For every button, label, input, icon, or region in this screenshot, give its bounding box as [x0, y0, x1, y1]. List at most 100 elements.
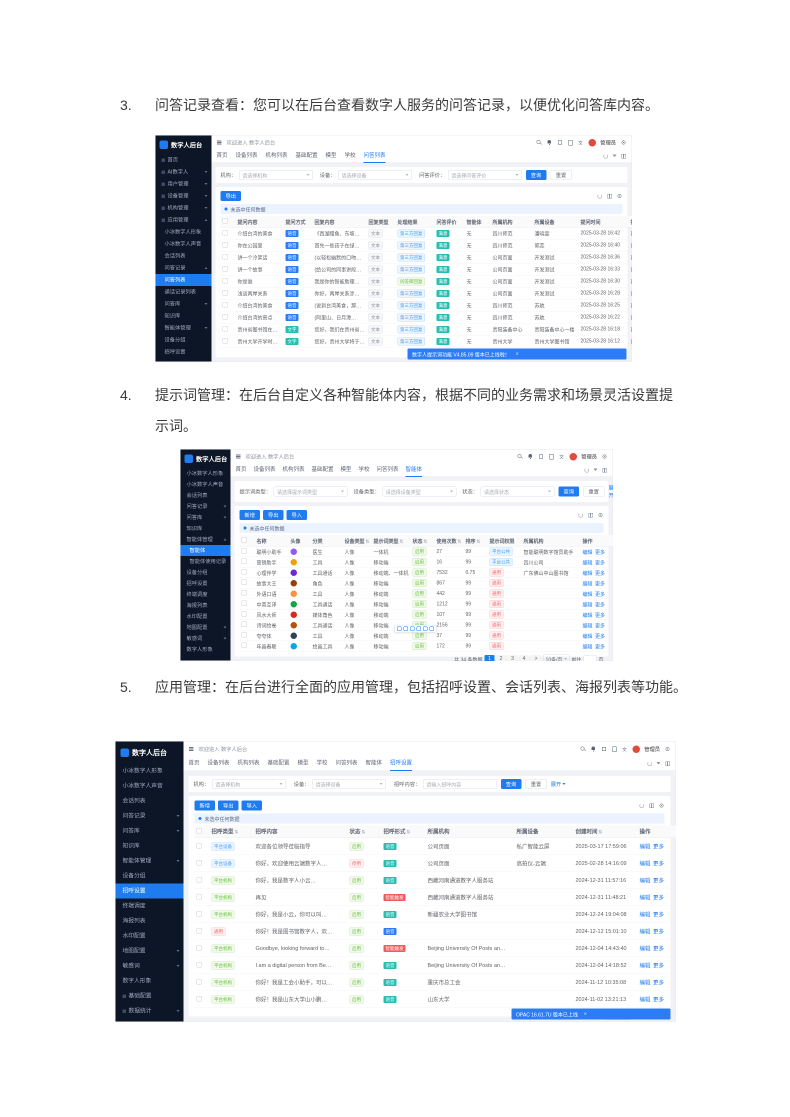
expand-link[interactable]: 展开	[551, 780, 566, 788]
row-checkbox[interactable]	[241, 632, 247, 638]
row-checkbox[interactable]	[222, 229, 228, 236]
sidebar-item-地图配置[interactable]: 地图配置	[181, 622, 231, 633]
sidebar-item-敏感词[interactable]: 敏感词	[181, 633, 231, 644]
import-button[interactable]: 导入	[286, 510, 307, 520]
sidebar-item-设备分组[interactable]: 设备分组	[156, 334, 212, 346]
tab-基础配置[interactable]: 基础配置	[311, 466, 334, 473]
sidebar-item-小冰数字人声音[interactable]: 小冰数字人声音	[116, 779, 184, 794]
table-row[interactable]: 外语口语 工具 人像 移动端 启用 442 99 通用 编辑 更多	[239, 588, 613, 599]
refresh-icon[interactable]	[578, 512, 584, 518]
filter-select[interactable]: 请选择设备类型	[382, 486, 457, 497]
table-row[interactable]: 讲一个冷笑话 语音 (以轻松幽默的口吻… 文本 第三方回复 满意 无 公司页面 开发测试 2025…	[220, 251, 632, 264]
chevron-down-icon[interactable]	[593, 467, 599, 473]
sidebar-item-用户管理[interactable]: 用户管理	[156, 178, 212, 190]
action-link-更多[interactable]: 更多	[653, 979, 664, 986]
tab-学校[interactable]: 学校	[358, 466, 370, 473]
sidebar-item-小冰数字人形象[interactable]: 小冰数字人形象	[181, 468, 231, 479]
sidebar-item-招呼设置[interactable]: 招呼设置	[115, 883, 184, 899]
expand-link[interactable]: 展开	[609, 484, 614, 499]
tab-机构列表[interactable]: 机构列表	[237, 760, 260, 766]
refresh-icon[interactable]	[639, 803, 645, 809]
tab-招呼设置[interactable]: 招呼设置	[390, 756, 412, 771]
action-link-编辑[interactable]: 编辑	[639, 894, 651, 901]
sidebar-item-问答库[interactable]: 问答库	[156, 298, 212, 310]
table-row[interactable]: 平台机构 你好，我是数字人小云… 启用 语音 西藏河南通道数字人服务站 2024-12-3…	[194, 871, 676, 889]
page-size-select[interactable]: 10条/页	[543, 654, 570, 661]
table-row[interactable]: 平台机构 再见 启用 智能触发 西藏河南通道数字人服务站 2024-12-31 11:48…	[194, 888, 676, 906]
sidebar-item-小冰数字人形象[interactable]: 小冰数字人形象	[156, 226, 212, 238]
image-icon[interactable]	[403, 626, 408, 631]
sidebar-item-机构管理[interactable]: 机构管理	[156, 202, 212, 214]
row-checkbox[interactable]	[222, 337, 228, 344]
sort-icon[interactable]: ⇅	[423, 538, 428, 544]
table-row[interactable]: 聪明小助手 医生 人像 一体机 启用 27 99 平台公共 智能聪明数字馆员助手 编辑 更多	[239, 546, 613, 557]
translate-icon[interactable]	[559, 454, 565, 461]
sidebar-item-小冰数字人声音[interactable]: 小冰数字人声音	[181, 479, 231, 490]
table-row[interactable]: 介绍台湾的美食 语音 《西湖醋鱼、东坡… 文本 第三方回复 满意 无 四川师范 潘晓雯 2025-…	[220, 227, 632, 240]
search-icon[interactable]	[517, 454, 523, 460]
hamburger-icon[interactable]	[217, 140, 223, 146]
row-checkbox[interactable]	[196, 927, 202, 934]
action-link-更多[interactable]: 更多	[595, 602, 605, 608]
table-row[interactable]: 夸夸体 工具 人像 移动端 启用 37 99 通用 编辑 更多	[239, 630, 613, 641]
chevron-down-icon[interactable]	[612, 153, 618, 159]
layout-icon[interactable]	[621, 153, 627, 159]
filter-select[interactable]: 请选择状态	[480, 486, 555, 497]
table-row[interactable]: 风水大师 媒体角色 人像 移动端 启用 107 99 通用 编辑 更多	[239, 609, 613, 620]
avatar[interactable]	[632, 745, 640, 753]
layout-icon[interactable]	[602, 467, 608, 473]
table-row[interactable]: 平台机构 你好！我是山东大学山小鹏… 启用 语音 山东大学 2024-11-02 13:2…	[194, 990, 676, 1008]
refresh-icon[interactable]	[597, 193, 603, 199]
music-icon[interactable]	[410, 626, 415, 631]
gear-icon[interactable]	[598, 512, 604, 518]
tab-基础配置[interactable]: 基础配置	[267, 760, 290, 766]
avatar[interactable]	[569, 452, 577, 461]
sidebar-item-智能体管理[interactable]: 智能体管理	[181, 534, 231, 545]
select-all-checkbox[interactable]	[220, 216, 236, 228]
action-link-更多[interactable]: 更多	[595, 623, 605, 629]
sort-icon[interactable]: ⇅	[598, 829, 603, 835]
search-button[interactable]: 查询	[525, 170, 547, 180]
row-checkbox[interactable]	[241, 579, 247, 585]
columns-icon[interactable]	[649, 803, 655, 809]
action-link-编辑[interactable]: 编辑	[639, 996, 651, 1003]
action-link-编辑[interactable]: 编辑	[582, 591, 593, 598]
row-checkbox[interactable]	[196, 842, 202, 849]
row-checkbox[interactable]	[222, 265, 228, 272]
translate-icon[interactable]	[578, 140, 584, 147]
plus-icon[interactable]	[429, 626, 434, 631]
next-page-button[interactable]: >	[531, 655, 542, 661]
row-checkbox[interactable]	[241, 642, 247, 648]
table-row[interactable]: 平台机构 I am a digital person from Be… 启用 语音 Be…	[194, 956, 676, 974]
tab-设备列表[interactable]: 设备列表	[235, 152, 258, 159]
row-checkbox[interactable]	[241, 590, 247, 596]
export-button[interactable]: 导出	[263, 510, 284, 520]
action-link-编辑[interactable]: 编辑	[639, 979, 651, 986]
action-link-更多[interactable]: 更多	[595, 570, 605, 577]
hamburger-icon[interactable]	[236, 454, 242, 460]
sidebar-item-基础配置[interactable]: 基础配置	[116, 989, 184, 1004]
sidebar-item-数据统计[interactable]: 数据统计	[116, 1004, 184, 1019]
search-icon[interactable]	[580, 746, 586, 752]
sidebar-item-设备分组[interactable]: 设备分组	[116, 869, 184, 884]
sidebar-item-智能体[interactable]: 智能体	[180, 545, 231, 556]
reset-button[interactable]: 重置	[583, 486, 605, 497]
table-row[interactable]: 介绍台湾的景点 语音 (阿里山、日月潭… 文本 第三方回复 满意 无 四川师范 苏航 2025-0…	[220, 311, 632, 324]
row-checkbox[interactable]	[196, 978, 202, 985]
gear-icon[interactable]	[602, 454, 608, 460]
tab-机构列表[interactable]: 机构列表	[282, 466, 305, 473]
table-row[interactable]: 心理伴学 工具通话 人像 移动端、一体机 启用 7532 0.75 通用 广东佛山中山图书馆 编辑…	[239, 567, 613, 578]
document-icon[interactable]	[567, 140, 573, 146]
action-link-更多[interactable]: 更多	[631, 292, 633, 298]
action-link-编辑[interactable]: 编辑	[639, 843, 651, 850]
sidebar-item-知识库[interactable]: 知识库	[156, 310, 212, 322]
sidebar-item-首页[interactable]: 首页	[156, 154, 212, 166]
action-link-编辑[interactable]: 编辑	[582, 612, 593, 619]
action-link-编辑[interactable]: 编辑	[639, 877, 651, 884]
table-row[interactable]: 平台机构 Goodbye, looking forward to… 启用 智能触发 Be…	[194, 939, 676, 957]
layout-icon[interactable]	[665, 761, 671, 767]
action-link-编辑[interactable]: 编辑	[639, 962, 651, 969]
filter-select[interactable]: 请选择问答评价	[447, 170, 522, 180]
table-row[interactable]: 平台机构 你好，我是小云，你可以叫… 启用 语音 新疆农业大学图书馆 2024-12-24…	[194, 905, 676, 923]
row-checkbox[interactable]	[196, 893, 202, 900]
